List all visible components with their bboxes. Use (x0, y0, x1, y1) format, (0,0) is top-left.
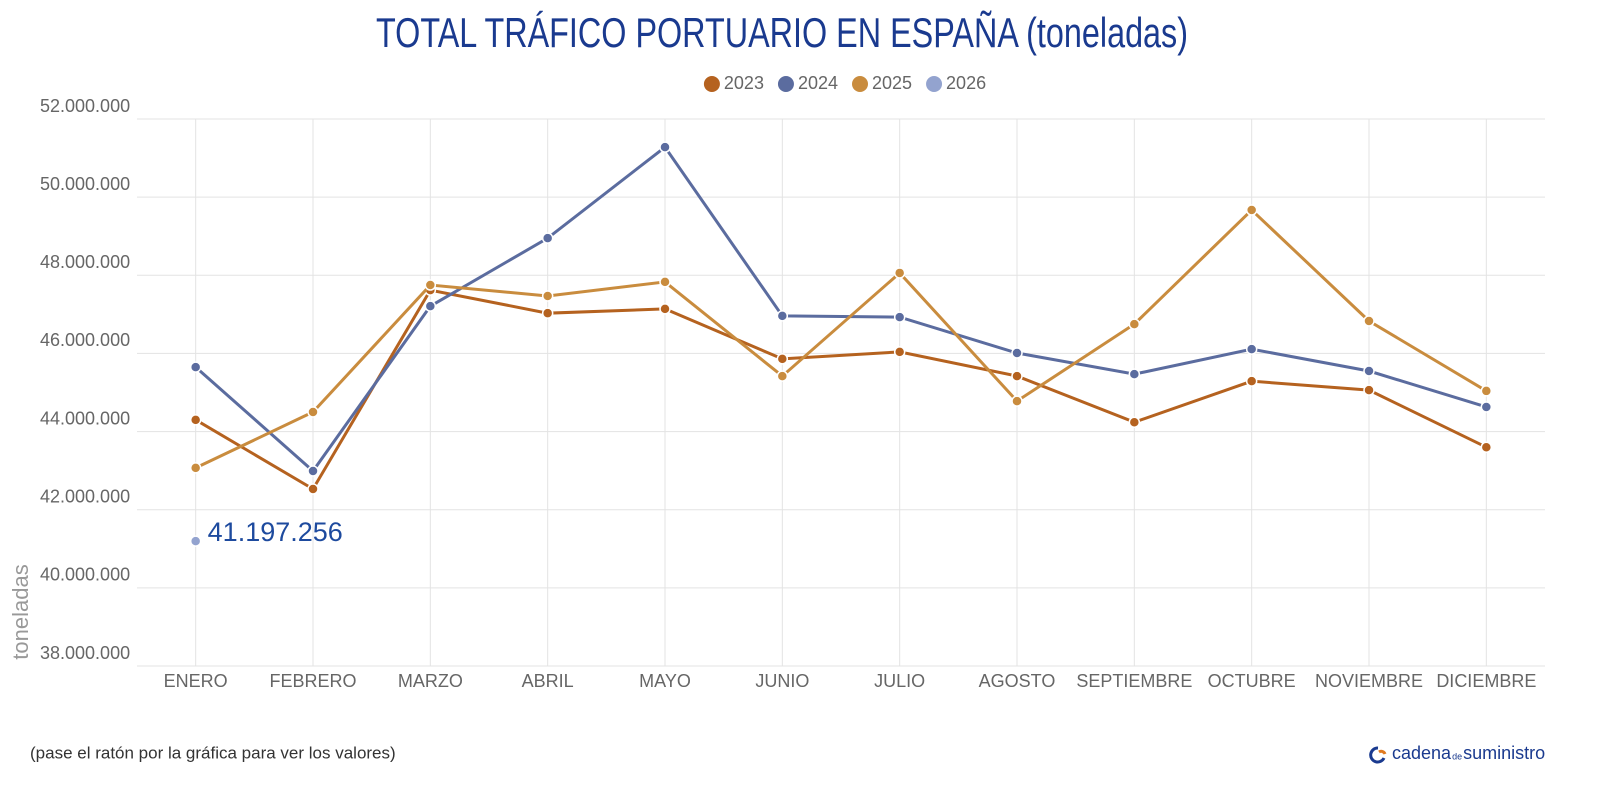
data-point (1011, 347, 1023, 359)
data-point (893, 346, 906, 358)
x-tick-label: ENERO (164, 671, 228, 691)
legend-marker (926, 76, 943, 92)
data-point (189, 361, 202, 373)
data-point (1363, 315, 1375, 327)
data-point (659, 303, 671, 315)
data-point (1128, 368, 1141, 380)
y-tick-label: 50.000.000 (40, 174, 130, 194)
x-tick-label: JUNIO (755, 671, 809, 691)
data-point (776, 370, 789, 382)
legend-label: 2026 (946, 73, 986, 93)
series-line (194, 288, 1487, 492)
x-tick-label: MAYO (639, 671, 691, 691)
x-tick-label: OCTUBRE (1208, 671, 1296, 691)
data-point (189, 462, 202, 474)
y-tick-label: 46.000.000 (40, 330, 130, 350)
legend-label: 2025 (872, 73, 912, 93)
data-point (189, 535, 202, 547)
data-point (1245, 204, 1258, 216)
legend-marker (852, 76, 868, 92)
x-tick-label: AGOSTO (979, 671, 1056, 691)
legend-label: 2024 (798, 73, 838, 93)
data-point (1245, 343, 1258, 355)
data-point (659, 141, 671, 153)
y-tick-label: 40.000.000 (40, 565, 130, 585)
data-point (1363, 365, 1375, 377)
data-point (1245, 375, 1258, 387)
data-point (307, 406, 319, 418)
series-line (195, 207, 1488, 470)
y-axis-label: toneladas (8, 564, 33, 659)
legend-label: 2023 (724, 73, 764, 93)
y-tick-label: 44.000.000 (40, 408, 130, 428)
data-point (307, 483, 319, 495)
data-point (189, 414, 202, 426)
x-tick-label: MARZO (398, 671, 463, 691)
data-point (893, 311, 906, 323)
data-point (1128, 318, 1141, 330)
y-tick-label: 52.000.000 (40, 96, 130, 116)
data-point (541, 290, 554, 302)
data-point (1363, 384, 1375, 396)
brand-icon-accent (1378, 749, 1387, 755)
legend: 2023 2024 2025 2026 (703, 73, 986, 93)
data-point (1128, 416, 1141, 428)
data-point (893, 267, 906, 279)
y-tick-label: 38.000.000 (40, 643, 130, 663)
x-tick-label: JULIO (874, 671, 925, 691)
chart-title: TOTAL TRÁFICO PORTUARIO EN ESPAÑA (tonel… (376, 9, 1188, 56)
value-label: 41.197.256 (208, 517, 343, 547)
data-point (1480, 385, 1493, 397)
data-point (1480, 401, 1493, 413)
data-point (541, 232, 554, 244)
data-point (307, 465, 319, 477)
brand-text: de (1452, 751, 1462, 761)
data-point (1480, 441, 1493, 453)
x-tick-label: NOVIEMBRE (1315, 671, 1423, 691)
brand-text: cadena (1392, 743, 1452, 763)
data-point (424, 279, 437, 291)
data-point (424, 300, 437, 312)
brand-text: suministro (1463, 743, 1545, 763)
data-point (541, 307, 554, 319)
brand-icon (1369, 746, 1386, 764)
x-tick-label: SEPTIEMBRE (1076, 671, 1192, 691)
series-line (194, 144, 1487, 474)
data-point (776, 353, 789, 365)
brand-logo: cadena de suministro (1369, 743, 1545, 764)
footer-note: (pase el ratón por la gráfica para ver l… (30, 743, 396, 762)
data-point (1011, 395, 1023, 407)
x-tick-label: FEBRERO (269, 671, 356, 691)
data-point (1011, 370, 1023, 382)
legend-marker (703, 76, 720, 92)
legend-marker (777, 76, 794, 92)
y-tick-label: 48.000.000 (40, 252, 130, 272)
x-tick-label: ABRIL (522, 671, 574, 691)
data-point (659, 276, 671, 288)
data-point (776, 310, 789, 322)
x-tick-label: DICIEMBRE (1436, 671, 1536, 691)
y-tick-label: 42.000.000 (40, 486, 130, 506)
